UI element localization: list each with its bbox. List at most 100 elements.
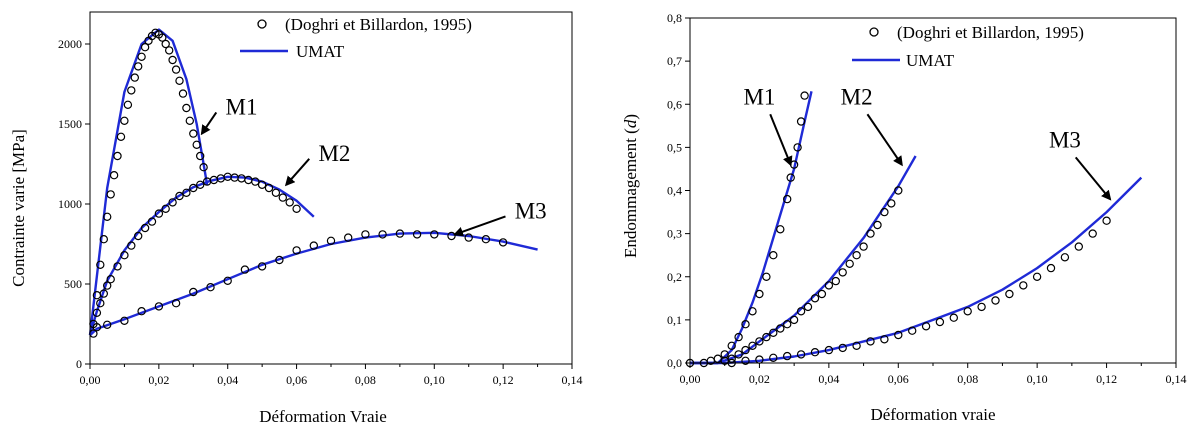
chart-2-point-m2 [727,354,736,363]
chart-1-plot-frame [89,11,573,365]
chart-1-point-m2 [292,204,301,213]
chart-2-legend-entry-data: (Doghri et Billardon, 1995) [897,23,1084,42]
chart-1-point-m1 [106,190,115,199]
chart-2-point-m3 [1019,281,1028,290]
chart-2-xtick-label: 0,08 [957,372,978,386]
chart-2-ytick-label: 0,5 [667,140,682,154]
chart-1-point-m2 [278,193,287,202]
chart-1-point-m2 [120,250,129,260]
chart-2-point-m3 [783,351,792,361]
chart-1-point-m1 [182,103,191,113]
chart-1-legend: (Doghri et Billardon, 1995) UMAT [240,15,472,61]
chart-1-xtick-label: 0,04 [217,373,238,387]
chart-2-point-m1 [800,91,809,100]
chart-1-point-m1 [127,86,136,95]
chart-2-ytick-label: 0,2 [667,270,682,284]
chart-1-point-m3 [378,230,387,239]
chart-1-point-m2 [96,299,105,308]
chart-1-label-m1: M1 [226,94,258,119]
chart-2-point-m2 [845,259,854,268]
chart-1-point-m2 [127,241,136,250]
chart-1-point-m2 [154,209,164,218]
chart-2-point-m1 [734,332,743,342]
chart-1-line-m3 [89,231,538,337]
chart-2-arrow-m3 [1074,156,1112,201]
chart-2-annotations: M1 M2 M3 [743,84,1112,201]
chart-1-point-m3 [154,302,164,311]
chart-1-point-m3 [412,230,422,239]
chart-2-label-m1: M1 [743,84,775,109]
chart-2-point-m2 [831,276,841,286]
chart-1-ytick-label: 2000 [58,37,82,51]
chart-1-series-markers [89,28,508,338]
chart-1-point-m3 [275,255,284,265]
chart-2-series-markers [685,91,1111,368]
chart-2-point-m3 [921,322,931,331]
chart-2-ytick-label: 0,7 [667,54,682,68]
chart-2-point-m1 [713,354,723,363]
chart-1-ytick-label: 500 [64,277,82,291]
chart-2-point-m3 [1005,289,1014,299]
chart-1-point-m2 [271,188,281,197]
chart-1-point-m1 [137,52,146,62]
chart-2-point-m2 [789,315,799,325]
chart-1-legend-entry-umat: UMAT [296,42,345,61]
chart-2-point-m2 [734,350,743,359]
chart-1-point-m3 [120,316,129,325]
chart-1-point-m2 [175,191,184,201]
chart-1-point-m1 [133,62,143,71]
chart-1-point-m2 [195,180,205,189]
chart-1-point-m1 [192,140,201,149]
chart-1-ticks: 0,00 0,02 0,04 0,06 0,08 0,10 0,12 0,14 0 500 1000… [58,37,583,387]
chart-1-point-m2 [102,281,112,290]
chart-2-xtick-label: 0,14 [1166,372,1187,386]
chart-2-legend-marker [869,27,879,37]
chart-2-point-m1 [769,250,778,260]
chart-1-point-m1 [158,33,167,42]
chart-2-point-m2 [852,250,861,260]
chart-1-point-m2 [257,180,267,189]
chart-2-point-m1 [741,320,750,329]
chart-1-point-m1 [161,39,170,49]
chart-1-legend-marker [257,19,267,29]
chart-2-point-m2 [769,328,778,337]
chart-2-xtick-label: 0,02 [749,372,770,386]
chart-1-point-m3 [464,233,473,242]
chart-1-point-m1 [109,170,119,180]
chart-2-point-m2 [838,268,847,277]
chart-1-ylabel: Contrainte varie [MPa] [9,129,28,287]
chart-2-point-m2 [866,229,875,238]
chart-1-xtick-label: 0,06 [286,373,307,387]
chart-1-point-m1 [168,55,177,65]
chart-2-point-m3 [866,337,875,346]
chart-1-point-m1 [130,73,139,82]
chart-1-point-m3 [498,238,508,247]
chart-2-point-m2 [755,337,764,346]
chart-1-point-m3 [344,233,353,242]
chart-2-point-m2 [859,242,868,251]
chart-1-point-m1 [185,116,194,126]
chart-2-point-m3 [949,313,959,322]
chart-1-point-m2 [264,183,274,193]
chart-1-xtick-label: 0,08 [355,373,376,387]
chart-2-point-m1 [755,289,764,299]
chart-2-point-m1 [786,173,795,182]
chart-2-point-m3 [977,302,986,312]
chart-2-point-m2 [783,320,792,329]
chart-2-point-m2 [880,207,889,217]
chart-1-point-m2 [182,188,191,197]
chart-1-point-m1 [116,132,126,141]
chart-2-point-m2 [748,341,757,350]
chart-1-point-m2 [92,308,102,317]
chart-1-point-m1 [189,129,198,138]
chart-2-point-m3 [1046,263,1056,273]
chart-2-point-m3 [908,326,917,335]
chart-1-xtick-label: 0,14 [562,373,583,387]
chart-1-point-m3 [292,246,301,255]
chart-2-point-m3 [1102,216,1111,225]
chart-2-xtick-label: 0,04 [818,372,839,386]
chart-1-label-m3: M3 [515,198,547,223]
chart-2-point-m1 [727,341,736,350]
chart-2-point-m3 [1060,253,1070,262]
chart-1-point-m2 [147,217,157,226]
